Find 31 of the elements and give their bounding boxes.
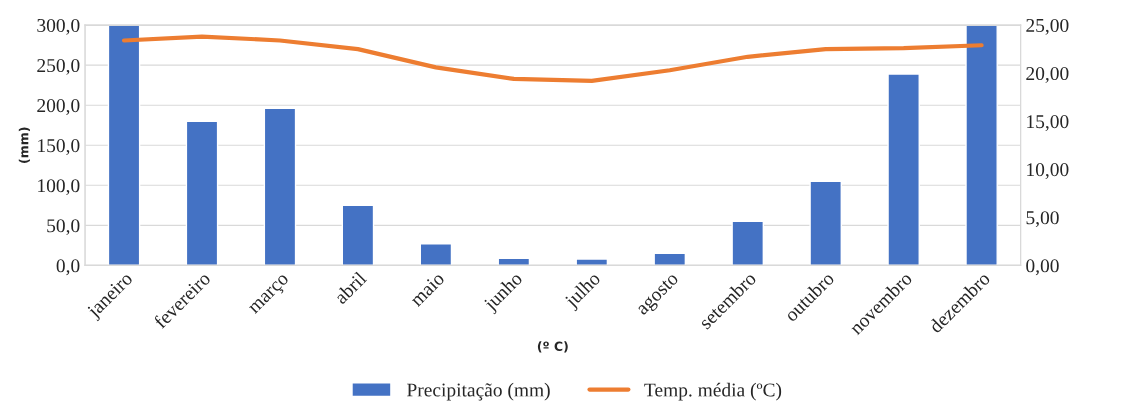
x-tick-label: abril (333, 270, 368, 305)
y2-tick-label: 0,00 (1026, 259, 1059, 276)
bar (731, 220, 765, 266)
bar (185, 120, 219, 266)
y-tick-label: 50,0 (47, 219, 80, 236)
bar (107, 25, 141, 266)
y2-tick-label: 25,00 (1026, 18, 1069, 35)
bar (419, 243, 453, 266)
x-axis-title: (º C) (537, 341, 568, 353)
line-series (121, 34, 984, 83)
x-tick-label: maio (409, 271, 446, 308)
y-axis-title: (mm) (18, 127, 30, 163)
legend-label: Temp. média (ºC) (644, 382, 782, 401)
y-tick-label: 250,0 (37, 58, 80, 75)
y-tick-label: 100,0 (38, 179, 80, 196)
y2-tick-label: 10,00 (1027, 163, 1069, 180)
bar (653, 252, 687, 266)
bar (575, 258, 609, 266)
y2-tick-label: 20,00 (1026, 66, 1069, 83)
bar (341, 204, 375, 266)
legend-label: Precipitação (mm) (407, 382, 550, 401)
bar (809, 180, 842, 266)
y2-tick-label: 5,00 (1026, 211, 1059, 228)
bar (887, 73, 920, 266)
bar (965, 25, 998, 266)
y-tick-label: 200,0 (37, 99, 80, 115)
bar (263, 107, 297, 266)
y-tick-label: 150,0 (38, 139, 80, 155)
y-tick-label: 300,0 (37, 18, 80, 35)
y2-tick-label: 15,00 (1027, 115, 1069, 131)
y-tick-label: 0,0 (56, 259, 80, 276)
